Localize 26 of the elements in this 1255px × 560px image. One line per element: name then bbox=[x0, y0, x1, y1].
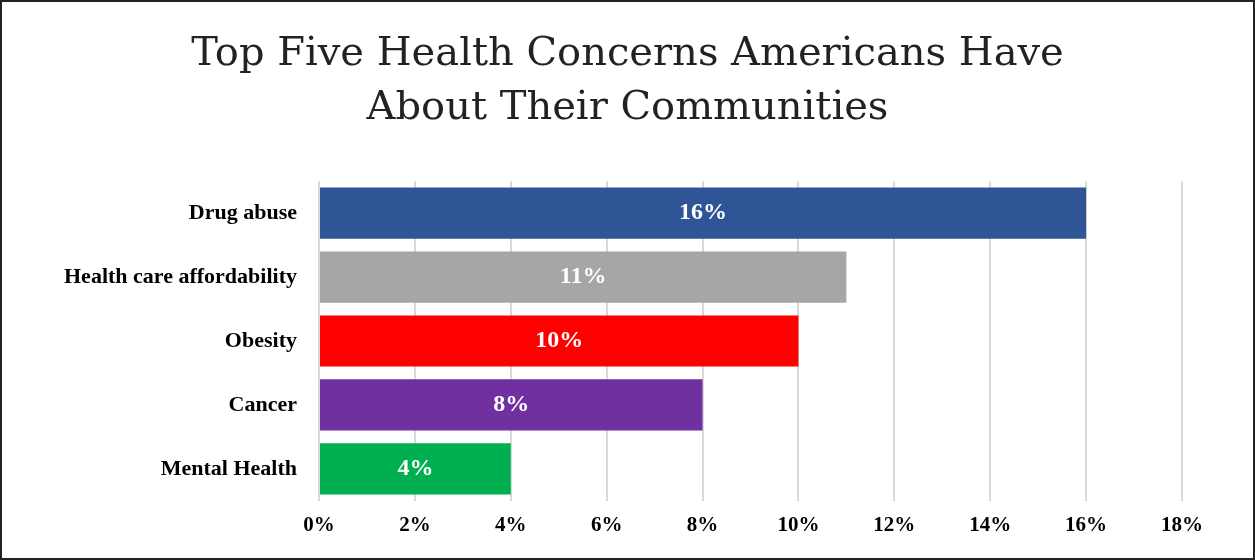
x-tick-label: 0% bbox=[303, 511, 335, 536]
y-tick-label: Health care affordability bbox=[64, 262, 297, 288]
x-tick-label: 14% bbox=[969, 511, 1012, 536]
y-tick-label: Mental Health bbox=[160, 454, 297, 480]
data-label: 11% bbox=[559, 262, 607, 289]
bar bbox=[320, 251, 847, 303]
data-label: 10% bbox=[535, 326, 584, 353]
bar bbox=[320, 443, 511, 495]
x-tick-label: 12% bbox=[873, 511, 916, 536]
data-label: 8% bbox=[493, 390, 530, 417]
data-label: 16% bbox=[679, 198, 728, 225]
chart-title: Top Five Health Concerns Americans Have About Their Communities bbox=[190, 27, 1065, 130]
bar bbox=[320, 379, 703, 431]
y-tick-label: Drug abuse bbox=[188, 198, 298, 224]
x-tick-label: 6% bbox=[590, 511, 623, 536]
x-tick-label: 16% bbox=[1065, 511, 1108, 536]
y-tick-label: Cancer bbox=[228, 390, 298, 416]
bar bbox=[320, 187, 1087, 239]
data-label: 4% bbox=[397, 454, 434, 481]
y-tick-label: Obesity bbox=[224, 326, 297, 352]
x-tick-label: 18% bbox=[1161, 511, 1203, 536]
x-tick-label: 8% bbox=[686, 511, 719, 536]
x-tick-label: 10% bbox=[777, 511, 820, 536]
bar bbox=[320, 315, 799, 367]
x-tick-label: 2% bbox=[399, 511, 431, 536]
x-tick-label: 4% bbox=[495, 511, 527, 536]
